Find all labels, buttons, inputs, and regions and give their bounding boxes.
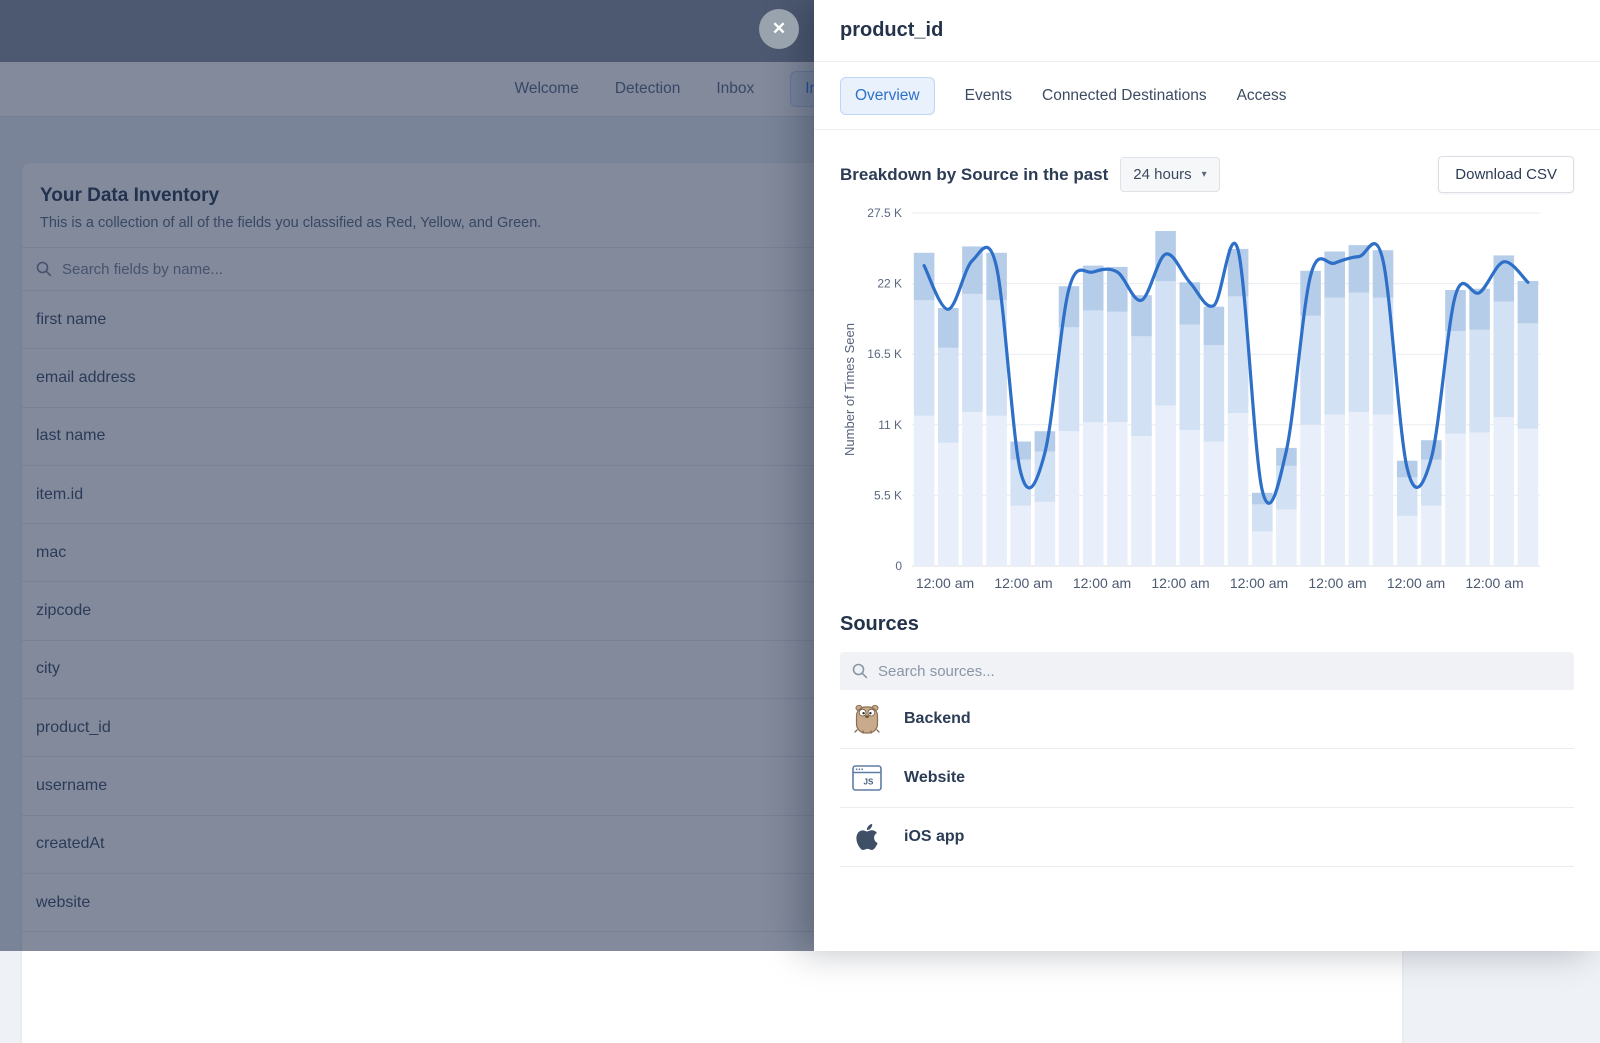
sources-search-input[interactable]: Search sources... bbox=[840, 652, 1574, 690]
svg-text:JS: JS bbox=[864, 778, 874, 787]
search-icon bbox=[852, 663, 868, 679]
chart-heading: Breakdown by Source in the past bbox=[840, 164, 1109, 184]
svg-text:22 K: 22 K bbox=[877, 277, 902, 291]
source-name: Website bbox=[904, 769, 966, 786]
svg-text:12:00 am: 12:00 am bbox=[1073, 575, 1131, 591]
tab-connected-destinations[interactable]: Connected Destinations bbox=[1042, 86, 1207, 104]
browser-js-icon: JS bbox=[852, 765, 882, 791]
sources-search-placeholder: Search sources... bbox=[878, 662, 995, 680]
close-icon: ✕ bbox=[771, 19, 787, 38]
sources-list: Backend JS Website iOS app bbox=[840, 690, 1574, 867]
svg-text:12:00 am: 12:00 am bbox=[1230, 575, 1288, 591]
tab-overview[interactable]: Overview bbox=[840, 76, 935, 115]
tab-events[interactable]: Events bbox=[964, 86, 1012, 104]
svg-text:12:00 am: 12:00 am bbox=[1308, 575, 1366, 591]
panel-title: product_id bbox=[840, 19, 944, 41]
apple-icon bbox=[856, 824, 878, 850]
panel-tabs: Overview Events Connected Destinations Acce… bbox=[814, 62, 1600, 130]
svg-text:11 K: 11 K bbox=[878, 418, 902, 432]
field-detail-panel: product_id Overview Events Connected Desti… bbox=[814, 0, 1600, 951]
source-name: Backend bbox=[904, 710, 971, 727]
svg-text:27.5 K: 27.5 K bbox=[867, 206, 902, 220]
sources-heading: Sources bbox=[840, 613, 919, 635]
time-range-select[interactable]: 24 hours ▾ bbox=[1120, 157, 1220, 192]
source-row-backend[interactable]: Backend bbox=[840, 690, 1574, 749]
source-row-website[interactable]: JS Website bbox=[840, 749, 1574, 808]
chevron-down-icon: ▾ bbox=[1201, 169, 1207, 180]
svg-text:12:00 am: 12:00 am bbox=[1387, 575, 1445, 591]
svg-text:5.5 K: 5.5 K bbox=[874, 488, 902, 502]
breakdown-chart: 0 5.5 K 11 K 16.5 K 22 K 27.5 K Number of Time… bbox=[840, 199, 1574, 599]
svg-text:12:00 am: 12:00 am bbox=[916, 575, 974, 591]
tab-access[interactable]: Access bbox=[1236, 86, 1287, 104]
gopher-icon bbox=[854, 704, 880, 734]
svg-text:12:00 am: 12:00 am bbox=[1465, 575, 1523, 591]
time-range-value: 24 hours bbox=[1133, 166, 1192, 183]
svg-text:12:00 am: 12:00 am bbox=[994, 575, 1052, 591]
close-panel-button[interactable]: ✕ bbox=[759, 9, 799, 49]
modal-dim-overlay[interactable] bbox=[0, 0, 814, 951]
svg-text:12:00 am: 12:00 am bbox=[1151, 575, 1209, 591]
source-name: iOS app bbox=[904, 828, 965, 845]
download-csv-button[interactable]: Download CSV bbox=[1438, 156, 1574, 193]
svg-text:16.5 K: 16.5 K bbox=[867, 347, 902, 361]
svg-text:Number of Times Seen: Number of Times Seen bbox=[842, 323, 857, 456]
source-row-ios-app[interactable]: iOS app bbox=[840, 808, 1574, 867]
svg-text:0: 0 bbox=[895, 559, 902, 573]
